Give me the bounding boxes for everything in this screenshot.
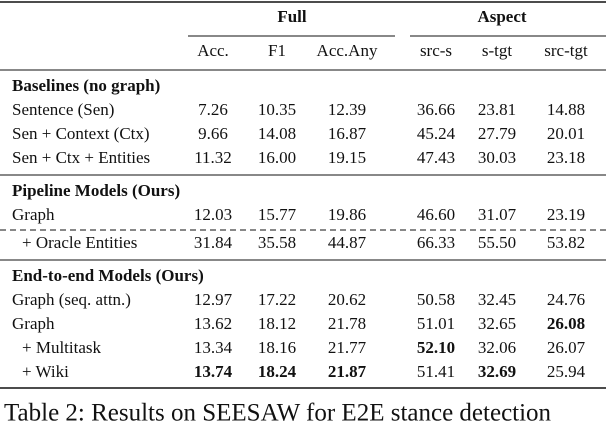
cell: 9.66 xyxy=(198,124,228,143)
row-label: Sentence (Sen) xyxy=(12,100,114,119)
cell: 23.18 xyxy=(547,148,585,167)
cell: 14.08 xyxy=(258,124,296,143)
cell: 32.69 xyxy=(478,362,516,381)
cell: 15.77 xyxy=(258,205,297,224)
cell: 31.07 xyxy=(478,205,517,224)
cell: 55.50 xyxy=(478,233,516,252)
cell: 10.35 xyxy=(258,100,296,119)
cell: 25.94 xyxy=(547,362,586,381)
row-label: Sen + Ctx + Entities xyxy=(12,148,150,167)
cell: 7.26 xyxy=(198,100,228,119)
cell: 19.15 xyxy=(328,148,366,167)
cell: 21.77 xyxy=(328,338,367,357)
cell: 30.03 xyxy=(478,148,516,167)
row-label: + Oracle Entities xyxy=(22,233,137,252)
cell: 50.58 xyxy=(417,290,455,309)
cell: 32.45 xyxy=(478,290,516,309)
cell: 66.33 xyxy=(417,233,455,252)
section-title: Baselines (no graph) xyxy=(12,76,160,95)
cell: 18.12 xyxy=(258,314,296,333)
cell: 45.24 xyxy=(417,124,456,143)
cell: 16.87 xyxy=(328,124,367,143)
cell: 47.43 xyxy=(417,148,455,167)
cell: 21.87 xyxy=(328,362,367,381)
cell: 44.87 xyxy=(328,233,367,252)
cell: 52.10 xyxy=(417,338,455,357)
cell: 12.03 xyxy=(194,205,232,224)
cell: 19.86 xyxy=(328,205,366,224)
cell: 18.16 xyxy=(258,338,296,357)
cell: 16.00 xyxy=(258,148,296,167)
cell: 18.24 xyxy=(258,362,297,381)
column-header: Acc.Any xyxy=(317,41,378,60)
cell: 20.62 xyxy=(328,290,366,309)
cell: 11.32 xyxy=(194,148,232,167)
cell: 17.22 xyxy=(258,290,296,309)
cell: 12.97 xyxy=(194,290,233,309)
cell: 31.84 xyxy=(194,233,233,252)
cell: 46.60 xyxy=(417,205,455,224)
row-label: Graph xyxy=(12,314,55,333)
row-label: Graph (seq. attn.) xyxy=(12,290,131,309)
cell: 23.19 xyxy=(547,205,585,224)
cell: 13.34 xyxy=(194,338,233,357)
cell: 51.01 xyxy=(417,314,455,333)
cell: 13.74 xyxy=(194,362,233,381)
cell: 13.62 xyxy=(194,314,232,333)
cell: 26.07 xyxy=(547,338,586,357)
row-label: Sen + Context (Ctx) xyxy=(12,124,150,143)
cell: 23.81 xyxy=(478,100,516,119)
caption: Table 2: Results on SEESAW for E2E stanc… xyxy=(4,400,552,427)
row-label: Graph xyxy=(12,205,55,224)
row-label: + Wiki xyxy=(22,362,69,381)
cell: 53.82 xyxy=(547,233,585,252)
cell: 32.65 xyxy=(478,314,516,333)
column-header: src-s xyxy=(420,41,452,60)
cell: 24.76 xyxy=(547,290,585,309)
column-header: src-tgt xyxy=(544,41,588,60)
section-title: Pipeline Models (Ours) xyxy=(12,181,180,200)
cell: 21.78 xyxy=(328,314,366,333)
cell: 27.79 xyxy=(478,124,516,143)
cell: 12.39 xyxy=(328,100,366,119)
column-header: F1 xyxy=(268,41,286,60)
cell: 26.08 xyxy=(547,314,585,333)
group-header: Aspect xyxy=(477,7,526,26)
cell: 14.88 xyxy=(547,100,585,119)
cell: 36.66 xyxy=(417,100,455,119)
cell: 51.41 xyxy=(417,362,455,381)
column-header: s-tgt xyxy=(482,41,513,60)
cell: 32.06 xyxy=(478,338,516,357)
row-label: + Multitask xyxy=(22,338,102,357)
cell: 35.58 xyxy=(258,233,296,252)
group-header: Full xyxy=(277,7,307,26)
column-header: Acc. xyxy=(197,41,229,60)
cell: 20.01 xyxy=(547,124,585,143)
section-title: End-to-end Models (Ours) xyxy=(12,266,204,285)
